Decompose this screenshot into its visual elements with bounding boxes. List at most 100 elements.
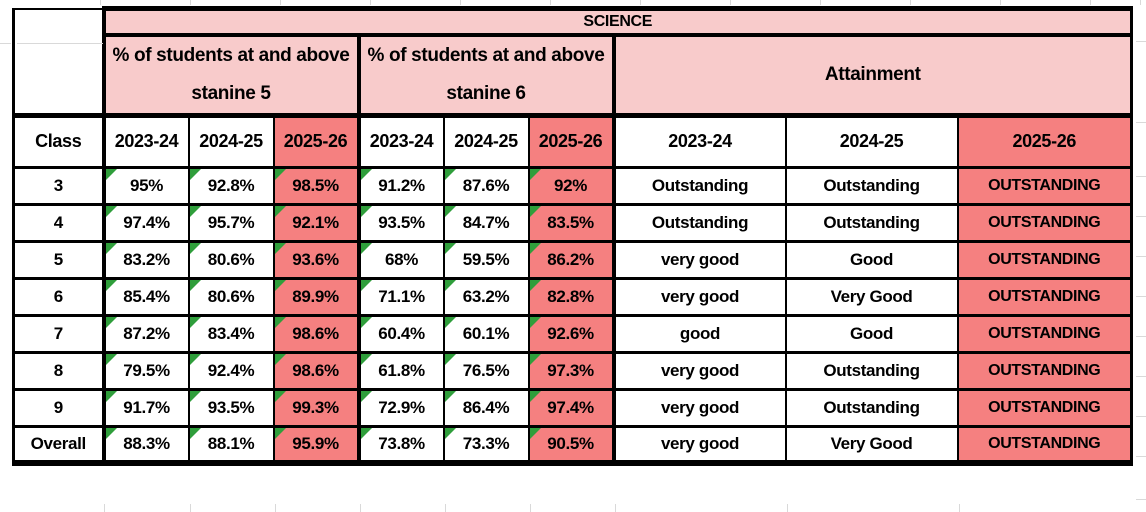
percent-cell: 83.5% bbox=[527, 203, 615, 243]
table-row: 4 97.4% 95.7% 92.1% 93.5% 84.7% 83.5% Outstandi… bbox=[12, 203, 1133, 243]
percent-cell: 93.6% bbox=[272, 240, 360, 280]
class-cell: 5 bbox=[12, 240, 105, 280]
attainment-cell: OUTSTANDING bbox=[956, 351, 1133, 391]
class-cell: 6 bbox=[12, 277, 105, 317]
year-header: 2023-24 bbox=[356, 114, 445, 169]
attainment-cell: OUTSTANDING bbox=[956, 388, 1133, 428]
group-header-row: % of students at and above stanine 5 % o… bbox=[14, 33, 1133, 118]
percent-cell: 99.3% bbox=[272, 388, 360, 428]
attainment-cell: Outstanding bbox=[784, 388, 959, 428]
percent-cell: 92.4% bbox=[187, 351, 275, 391]
group-header-line2: stanine 6 bbox=[446, 82, 526, 104]
gridline-stub bbox=[17, 43, 103, 44]
table-body: 3 95% 92.8% 98.5% 91.2% 87.6% 92% Outstanding Ou… bbox=[12, 166, 1133, 466]
percent-cell: 95% bbox=[101, 166, 190, 206]
gridline-stub bbox=[104, 504, 105, 512]
gridline-stub bbox=[1090, 0, 1091, 5]
attainment-cell: OUTSTANDING bbox=[956, 240, 1133, 280]
percent-cell: 87.6% bbox=[442, 166, 530, 206]
class-cell: 7 bbox=[12, 314, 105, 354]
percent-cell: 63.2% bbox=[442, 277, 530, 317]
percent-cell: 98.6% bbox=[272, 351, 360, 391]
percent-cell: 98.6% bbox=[272, 314, 360, 354]
attainment-cell: good bbox=[611, 314, 787, 354]
science-title: SCIENCE bbox=[101, 6, 1133, 37]
year-header-row: Class 2023-24 2024-25 2025-26 2023-24 20… bbox=[12, 114, 1133, 169]
attainment-cell: Outstanding bbox=[784, 203, 959, 243]
percent-cell: 60.4% bbox=[356, 314, 445, 354]
gridline-stub bbox=[550, 0, 551, 5]
gridline-stub bbox=[100, 0, 101, 5]
percent-cell: 85.4% bbox=[101, 277, 190, 317]
attainment-cell: Outstanding bbox=[784, 166, 959, 206]
percent-cell: 73.3% bbox=[442, 425, 530, 466]
group-header-line1: % of students at and above bbox=[112, 44, 350, 66]
gridline-stub bbox=[445, 504, 446, 512]
percent-cell: 97.4% bbox=[527, 388, 615, 428]
gridline-stub bbox=[1136, 296, 1146, 297]
percent-cell: 88.1% bbox=[187, 425, 275, 466]
percent-cell: 79.5% bbox=[101, 351, 190, 391]
percent-cell: 68% bbox=[356, 240, 445, 280]
percent-cell: 92.6% bbox=[527, 314, 615, 354]
corner-cell bbox=[12, 7, 106, 118]
class-column-header: Class bbox=[12, 114, 105, 169]
attainment-cell: Outstanding bbox=[611, 166, 787, 206]
gridline-stub bbox=[190, 0, 191, 5]
attainment-cell: very good bbox=[611, 277, 787, 317]
attainment-cell: Very Good bbox=[784, 277, 959, 317]
group-header-stanine6: % of students at and above stanine 6 bbox=[356, 33, 615, 118]
percent-cell: 95.9% bbox=[272, 425, 360, 466]
attainment-cell: Good bbox=[784, 314, 959, 354]
table-row: 3 95% 92.8% 98.5% 91.2% 87.6% 92% Outstanding Ou… bbox=[12, 166, 1133, 206]
percent-cell: 97.3% bbox=[527, 351, 615, 391]
percent-cell: 72.9% bbox=[356, 388, 445, 428]
table-row: 8 79.5% 92.4% 98.6% 61.8% 76.5% 97.3% very good… bbox=[12, 351, 1133, 391]
gridline-stub bbox=[1136, 456, 1146, 457]
table-row: 7 87.2% 83.4% 98.6% 60.4% 60.1% 92.6% good Good O… bbox=[12, 314, 1133, 354]
gridline-stub bbox=[730, 0, 731, 5]
gridline-stub bbox=[1000, 0, 1001, 5]
percent-cell: 59.5% bbox=[442, 240, 530, 280]
percent-cell: 60.1% bbox=[442, 314, 530, 354]
percent-cell: 97.4% bbox=[101, 203, 190, 243]
percent-cell: 61.8% bbox=[356, 351, 445, 391]
percent-cell: 93.5% bbox=[356, 203, 445, 243]
percent-cell: 83.4% bbox=[187, 314, 275, 354]
attainment-cell: OUTSTANDING bbox=[956, 203, 1133, 243]
percent-cell: 91.2% bbox=[356, 166, 445, 206]
percent-cell: 91.7% bbox=[101, 388, 190, 428]
year-header-highlighted: 2025-26 bbox=[956, 114, 1133, 169]
attainment-cell: OUTSTANDING bbox=[956, 425, 1133, 466]
percent-cell: 92.8% bbox=[187, 166, 275, 206]
gridline-stub bbox=[275, 504, 276, 512]
gridline-stub bbox=[1140, 0, 1141, 5]
year-header-highlighted: 2025-26 bbox=[272, 114, 360, 169]
percent-cell: 89.9% bbox=[272, 277, 360, 317]
year-header: 2023-24 bbox=[101, 114, 190, 169]
gridline-stub bbox=[190, 504, 191, 512]
year-header: 2024-25 bbox=[784, 114, 959, 169]
science-title-row: SCIENCE bbox=[12, 6, 1133, 118]
gridline-stub bbox=[1136, 256, 1146, 257]
attainment-cell: Outstanding bbox=[784, 351, 959, 391]
percent-cell: 87.2% bbox=[101, 314, 190, 354]
attainment-cell: Good bbox=[784, 240, 959, 280]
gridline-stub bbox=[1136, 122, 1146, 123]
class-cell: 9 bbox=[12, 388, 105, 428]
percent-cell: 80.6% bbox=[187, 240, 275, 280]
gridline-stub bbox=[280, 0, 281, 5]
gridline-stub bbox=[1136, 176, 1146, 177]
percent-cell: 92% bbox=[527, 166, 615, 206]
table-row: 6 85.4% 80.6% 89.9% 71.1% 63.2% 82.8% very good… bbox=[12, 277, 1133, 317]
percent-cell: 86.2% bbox=[527, 240, 615, 280]
science-results-table: SCIENCE % of students at and above stani… bbox=[12, 6, 1133, 466]
attainment-cell: Outstanding bbox=[611, 203, 787, 243]
class-cell: Overall bbox=[12, 425, 105, 466]
gridline-stub bbox=[0, 43, 11, 44]
percent-cell: 86.4% bbox=[442, 388, 530, 428]
attainment-cell: very good bbox=[611, 425, 787, 466]
gridline-stub bbox=[360, 504, 361, 512]
class-cell: 4 bbox=[12, 203, 105, 243]
